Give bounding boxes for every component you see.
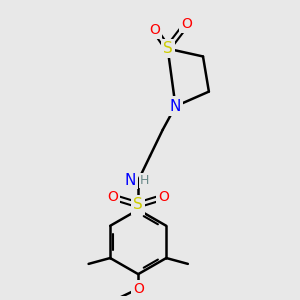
- Text: H: H: [140, 174, 150, 187]
- Text: S: S: [163, 41, 172, 56]
- Text: N: N: [170, 99, 181, 114]
- Text: S: S: [133, 197, 143, 212]
- Text: O: O: [149, 23, 160, 37]
- Text: O: O: [158, 190, 169, 204]
- Text: N: N: [125, 173, 136, 188]
- Text: O: O: [107, 190, 118, 204]
- Text: O: O: [133, 282, 144, 296]
- Text: O: O: [181, 17, 192, 31]
